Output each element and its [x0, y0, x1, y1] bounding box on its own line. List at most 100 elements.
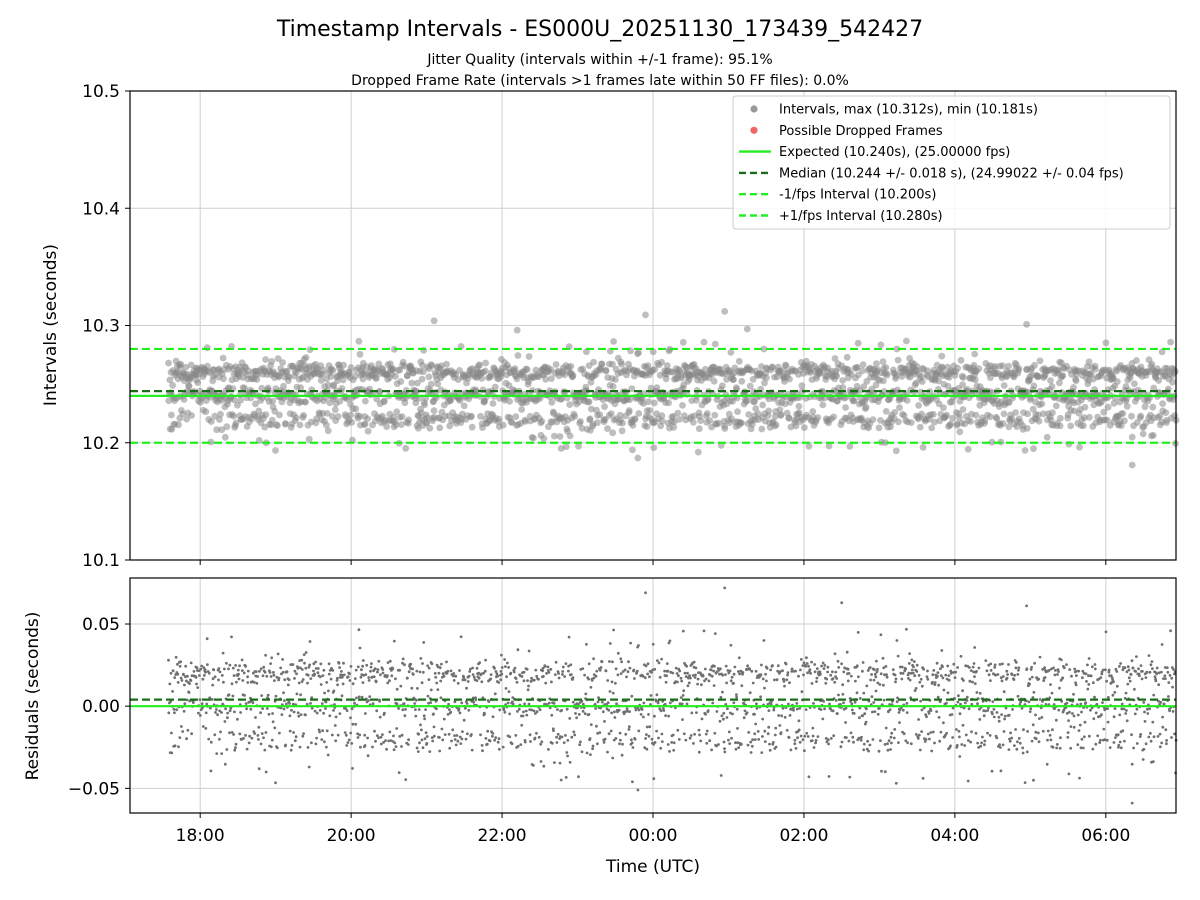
interval-point	[1149, 403, 1157, 411]
residual-point	[815, 667, 819, 670]
residual-point	[592, 676, 596, 680]
residual-point	[242, 671, 246, 675]
residual-point	[446, 669, 450, 673]
residual-point	[310, 741, 313, 745]
residual-point	[394, 677, 397, 681]
residual-point	[230, 635, 233, 639]
residual-point	[388, 679, 391, 683]
residual-point	[491, 734, 494, 738]
residual-point	[1016, 673, 1020, 676]
interval-point	[1162, 409, 1170, 416]
interval-point	[364, 415, 371, 422]
residual-point	[428, 750, 432, 753]
residual-point	[1082, 671, 1086, 675]
residual-point	[688, 674, 691, 678]
residual-point	[672, 748, 676, 752]
residual-point	[426, 694, 430, 698]
residual-point	[189, 679, 193, 682]
interval-point	[928, 424, 936, 432]
residual-point	[1104, 630, 1108, 634]
residual-point	[1028, 710, 1032, 713]
interval-point	[511, 365, 519, 372]
residual-point	[225, 748, 229, 751]
interval-point	[903, 397, 911, 404]
residual-point	[969, 740, 972, 744]
residual-point	[574, 712, 577, 715]
residual-point	[500, 653, 503, 657]
interval-point	[981, 417, 989, 425]
residual-point	[753, 738, 757, 741]
residual-point	[367, 699, 370, 702]
residual-point	[466, 680, 470, 683]
residual-point	[1018, 741, 1022, 745]
residual-point	[604, 669, 608, 673]
residual-point	[929, 731, 933, 734]
residual-point	[464, 706, 467, 710]
interval-point	[361, 420, 369, 428]
residual-point	[844, 706, 848, 710]
residual-point	[631, 746, 635, 749]
residual-point	[437, 671, 441, 675]
residual-point	[1014, 728, 1017, 731]
residual-point	[1121, 729, 1125, 733]
residual-point	[793, 742, 797, 746]
residual-point	[781, 669, 784, 673]
residual-point	[1125, 670, 1129, 674]
interval-point	[880, 388, 888, 395]
interval-point	[859, 361, 867, 368]
interval-points	[165, 308, 1180, 469]
residual-point	[1013, 673, 1017, 677]
residual-point	[634, 708, 638, 712]
residual-point	[1080, 737, 1084, 741]
residual-point	[1071, 712, 1074, 715]
residual-point	[432, 712, 435, 716]
interval-point	[571, 412, 579, 420]
residual-point	[508, 735, 512, 739]
residual-point	[626, 670, 630, 674]
interval-point	[268, 416, 276, 424]
residual-point	[826, 665, 830, 669]
residual-point	[581, 709, 585, 713]
residual-point	[847, 739, 851, 743]
residual-point	[388, 730, 392, 734]
interval-point	[183, 415, 191, 423]
residual-point	[539, 742, 543, 746]
residual-point	[1142, 747, 1146, 751]
residual-point	[931, 680, 934, 684]
residual-point	[783, 715, 787, 719]
residual-point	[345, 709, 349, 712]
residual-point	[184, 664, 188, 668]
residual-point	[1006, 673, 1009, 676]
residual-point	[267, 712, 271, 716]
residual-point	[435, 681, 439, 685]
residual-point	[180, 679, 184, 682]
residual-point	[439, 679, 443, 683]
residual-point	[782, 680, 786, 683]
residual-point	[1149, 731, 1152, 735]
residual-point	[561, 670, 565, 673]
residual-point	[1014, 661, 1018, 664]
residual-point	[1130, 659, 1134, 663]
residual-point	[256, 675, 259, 678]
residual-point	[432, 725, 436, 729]
residual-point	[628, 666, 632, 670]
residual-point	[1149, 739, 1153, 743]
interval-point	[392, 421, 400, 429]
residual-point	[1101, 668, 1105, 672]
residual-point	[527, 649, 531, 653]
residual-point	[774, 726, 778, 730]
residual-point	[256, 734, 260, 737]
residual-point	[374, 680, 378, 684]
residual-point	[1119, 746, 1123, 750]
interval-point	[651, 366, 659, 373]
interval-point	[842, 404, 849, 411]
residual-point	[729, 679, 733, 683]
residual-point	[180, 725, 183, 728]
interval-point	[168, 411, 175, 419]
residual-point	[798, 706, 802, 710]
residual-point	[237, 672, 240, 676]
residual-point	[293, 677, 296, 680]
interval-point	[875, 424, 883, 432]
residual-point	[1100, 713, 1103, 717]
interval-point	[1155, 377, 1163, 384]
